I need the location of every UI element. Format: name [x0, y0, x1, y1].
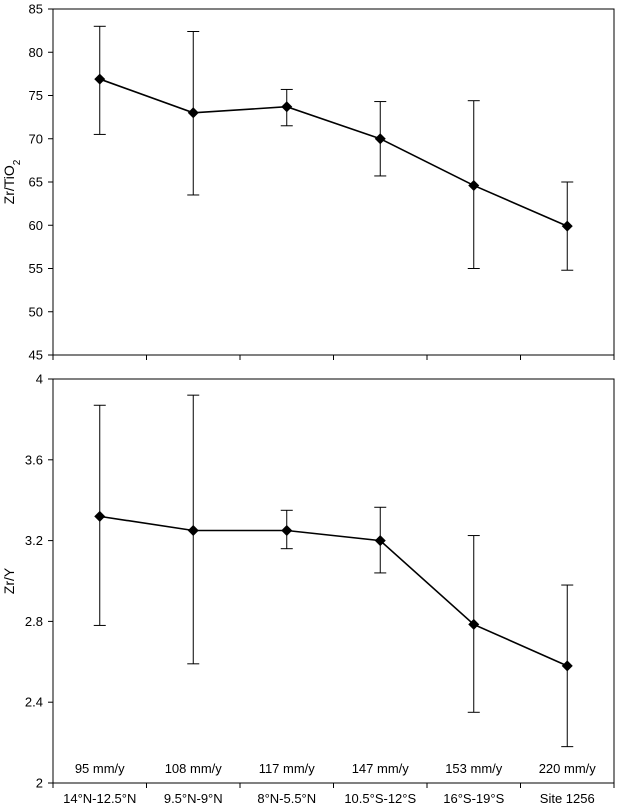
zr-y-data-point: [94, 510, 106, 522]
zr-y-y-tick-label: 3.6: [25, 452, 43, 467]
zr-y-y-axis-title: Zr/Y: [1, 567, 17, 594]
zr-tio2-series-line: [99, 78, 568, 227]
zr-y-data-point: [187, 525, 199, 536]
category-label: 10.5°S-12°S: [344, 791, 416, 806]
spreading-rate-label: 220 mm/y: [539, 761, 597, 776]
zr-y-series-line: [99, 515, 568, 667]
zr-tio2-y-tick-label: 65: [29, 175, 43, 190]
zr-y-data-point: [374, 535, 386, 547]
category-label: 9.5°N-9°N: [164, 791, 223, 806]
zr-tio2-y-tick-label: 80: [29, 45, 43, 60]
zr-tio2-y-tick-label: 60: [29, 218, 43, 233]
zr-y-y-tick-label: 3.2: [25, 533, 43, 548]
zr-tio2-data-point: [187, 107, 199, 119]
zr-tio2-data-point: [94, 73, 106, 85]
zr-tio2-panel: 45 50 55 60 65 70 75 80 85 Zr/TiO2: [1, 2, 615, 363]
zr-tio2-data-point: [561, 220, 573, 232]
category-label: Site 1256: [540, 791, 595, 806]
zr-tio2-y-tick-label: 45: [29, 348, 43, 363]
zr-tio2-y-axis-title: Zr/TiO2: [1, 159, 23, 204]
spreading-rate-label: 108 mm/y: [165, 761, 223, 776]
category-label: 16°S-19°S: [443, 791, 504, 806]
zr-tio2-data-point: [468, 179, 480, 191]
spreading-rate-label: 95 mm/y: [75, 761, 125, 776]
zr-y-y-tick-label: 2: [36, 776, 43, 791]
zr-tio2-y-tick-label: 50: [29, 304, 43, 319]
zr-tio2-plot-frame: [52, 8, 615, 356]
zr-tio2-data-point: [374, 133, 386, 145]
zr-y-panel: 2 2.4 2.8 3.2 3.6 4 Zr/Y 95 mm/y 108 mm/y 117 mm/…: [1, 372, 615, 806]
zr-y-data-point: [281, 525, 293, 536]
zr-tio2-y-tick-label: 55: [29, 261, 43, 276]
zr-tio2-y-tick-label: 70: [29, 131, 43, 146]
spreading-rate-label: 153 mm/y: [445, 761, 503, 776]
spreading-rate-label: 117 mm/y: [259, 761, 316, 776]
zr-y-y-tick-label: 2.8: [25, 614, 43, 629]
zr-y-y-tick-label: 4: [36, 372, 43, 387]
zr-y-data-point: [468, 618, 480, 630]
zr-tio2-y-tick-label: 85: [29, 2, 43, 17]
category-label: 8°N-5.5°N: [257, 791, 316, 806]
spreading-rate-label: 147 mm/y: [352, 761, 410, 776]
zr-y-y-tick-label: 2.4: [25, 695, 43, 710]
zr-y-plot-frame: [52, 378, 615, 784]
zr-tio2-data-point: [281, 101, 293, 113]
category-label: 14°N-12.5°N: [63, 791, 136, 806]
zr-tio2-y-tick-label: 75: [29, 88, 43, 103]
zr-y-data-point: [561, 660, 573, 672]
